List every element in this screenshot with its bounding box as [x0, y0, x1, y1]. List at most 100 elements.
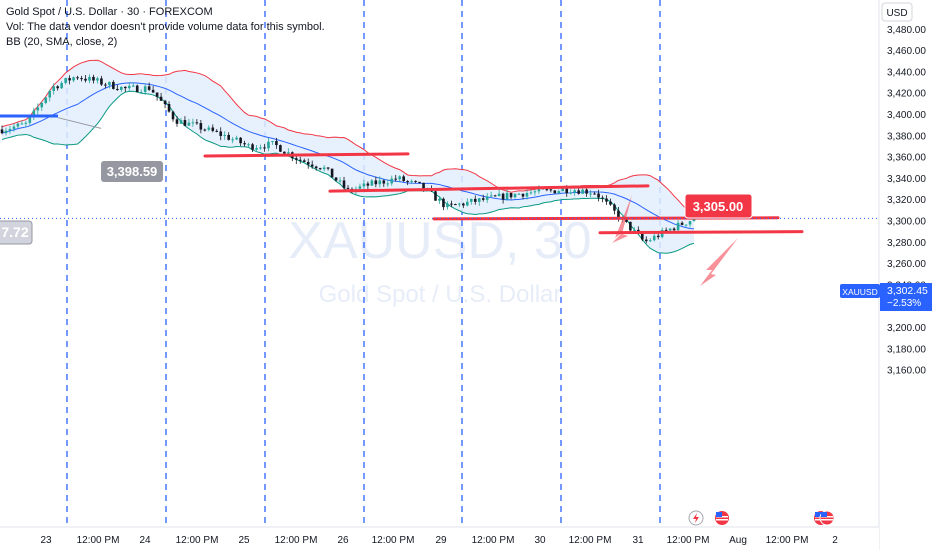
candle-body — [382, 180, 385, 183]
candle-body — [565, 189, 568, 193]
candle-body — [510, 193, 513, 197]
candle-body — [665, 230, 668, 231]
candle-body — [546, 189, 549, 190]
candle-body — [243, 143, 246, 144]
candle-body — [239, 138, 242, 143]
candle-body — [581, 190, 584, 194]
candle-body — [577, 190, 580, 193]
candle-body — [442, 199, 445, 207]
candle-body — [188, 123, 191, 126]
candle-body — [116, 89, 119, 90]
candle-body — [124, 87, 127, 88]
x-tick-label: 30 — [534, 535, 546, 546]
candle-body — [176, 119, 179, 123]
candle-body — [418, 182, 421, 183]
y-tick-label: 3,400.00 — [887, 110, 926, 121]
candle-body — [498, 194, 501, 196]
y-tick-label: 3,300.00 — [887, 217, 926, 228]
candle-body — [235, 138, 238, 140]
candle-body — [227, 135, 230, 140]
candle-body — [327, 167, 330, 168]
candle-body — [629, 222, 632, 231]
candle-body — [72, 77, 75, 80]
candle-body — [379, 180, 382, 184]
candle-body — [315, 167, 318, 169]
candle-body — [303, 160, 306, 162]
candle-body — [613, 205, 616, 211]
price-axis-panel[interactable] — [879, 0, 932, 550]
candle-body — [331, 169, 334, 178]
candle-body — [211, 128, 214, 131]
candle-body — [514, 194, 517, 197]
candle-body — [422, 183, 425, 189]
candle-body — [657, 236, 660, 237]
candle-body — [375, 180, 378, 184]
candle-body — [681, 223, 684, 225]
us-flag-icon-3[interactable] — [820, 511, 834, 525]
candle-body — [518, 194, 521, 195]
candle-body — [160, 97, 163, 101]
candle-body — [128, 86, 131, 88]
x-tick-label: 24 — [139, 535, 151, 546]
candle-body — [21, 124, 24, 125]
candle-body — [168, 104, 171, 112]
x-tick-label: 29 — [435, 535, 447, 546]
candle-body — [450, 204, 453, 205]
candle-body — [410, 181, 413, 182]
x-tick-label: 12:00 PM — [176, 535, 219, 546]
candle-body — [88, 77, 91, 81]
candle-body — [56, 86, 59, 88]
candle-body — [279, 145, 282, 152]
flash-icon[interactable] — [689, 511, 703, 525]
y-tick-label: 3,420.00 — [887, 89, 926, 100]
candle-body — [263, 147, 266, 148]
level-callout-left-text: 3,398.59 — [107, 164, 158, 179]
candle-body — [319, 168, 322, 169]
candle-body — [36, 107, 39, 110]
candle-body — [68, 78, 71, 80]
candle-body — [494, 195, 497, 196]
candle-body — [371, 180, 374, 185]
candle-body — [84, 79, 87, 81]
x-tick-label: 12:00 PM — [766, 535, 809, 546]
candle-body — [52, 86, 55, 91]
candle-body — [470, 199, 473, 202]
candle-body — [120, 87, 123, 90]
candle-body — [132, 86, 135, 87]
candle-body — [339, 180, 342, 181]
candle-body — [677, 223, 680, 230]
x-tick-label: Aug — [729, 535, 747, 546]
candle-body — [259, 147, 262, 148]
target-callout[interactable]: 3,305.00 — [685, 194, 752, 218]
us-flag-icon[interactable] — [715, 511, 729, 525]
x-tick-label: 23 — [40, 535, 52, 546]
candle-body — [287, 152, 290, 153]
legend-volume-line[interactable]: Vol: The data vendor doesn't provide vol… — [6, 20, 325, 35]
candle-body — [474, 199, 477, 202]
candle-body — [394, 179, 397, 180]
candle-body — [530, 192, 533, 193]
candle-body — [307, 162, 310, 165]
badge-price: 3,302.45 — [887, 285, 928, 297]
candle-body — [17, 124, 20, 127]
candle-body — [9, 129, 12, 131]
legend-indicator-line[interactable]: BB (20, SMA, close, 2) — [6, 35, 325, 50]
x-tick-label: 12:00 PM — [77, 535, 120, 546]
candle-body — [25, 123, 28, 124]
candle-body — [466, 202, 469, 206]
legend-symbol-line[interactable]: Gold Spot / U.S. Dollar · 30 · FOREXCOM — [6, 5, 325, 20]
support-line-2 — [600, 232, 802, 233]
x-tick-label: 2 — [832, 535, 838, 546]
candle-body — [605, 199, 608, 202]
level-callout-left[interactable]: 3,398.59 — [101, 161, 163, 182]
candle-body — [80, 78, 83, 79]
candle-body — [112, 82, 115, 89]
edge-callout-left[interactable]: 7.72 — [0, 221, 32, 244]
candle-body — [478, 198, 481, 202]
candle-body — [219, 131, 222, 135]
candle-body — [136, 86, 139, 93]
candle-body — [44, 97, 47, 103]
candle-body — [323, 167, 326, 169]
